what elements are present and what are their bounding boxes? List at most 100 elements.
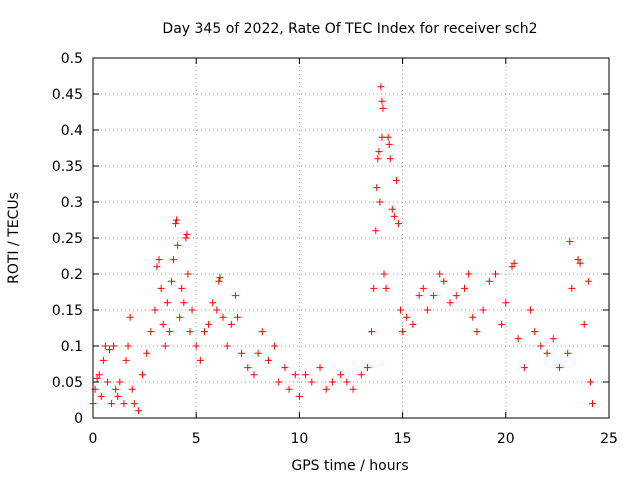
data-point [231, 292, 239, 300]
data-point [157, 284, 165, 292]
data-point [370, 284, 378, 292]
data-point [205, 320, 213, 328]
data-point [169, 256, 177, 264]
data-point [173, 216, 181, 224]
y-tick-label: 0.4 [61, 123, 83, 139]
data-point [182, 234, 190, 242]
data-point [374, 155, 382, 163]
data-point [375, 148, 383, 156]
data-point [357, 371, 365, 379]
data-point [378, 133, 386, 141]
data-point [216, 274, 224, 282]
data-point [223, 342, 231, 350]
data-point [390, 212, 398, 220]
data-point [108, 400, 116, 408]
grid-lines [93, 58, 609, 418]
data-point [120, 400, 128, 408]
data-point [392, 176, 400, 184]
data-point [275, 378, 283, 386]
data-point [498, 320, 506, 328]
data-point [588, 400, 596, 408]
data-point [192, 342, 200, 350]
data-point [103, 378, 111, 386]
data-point [291, 371, 299, 379]
y-tick-label: 0.25 [52, 231, 83, 247]
data-point [452, 292, 460, 300]
data-point [446, 299, 454, 307]
data-point [376, 198, 384, 206]
data-point [238, 349, 246, 357]
data-point [161, 342, 169, 350]
y-tick-labels: 0 0.05 0.1 0.15 0.2 0.25 0.3 0.35 0.4 0.45 0.5 [52, 51, 83, 427]
data-point [122, 356, 130, 364]
y-tick-label: 0.2 [61, 267, 83, 283]
plot-frame [92, 57, 610, 419]
data-point [469, 313, 477, 321]
data-point [566, 238, 574, 246]
data-point [112, 385, 120, 393]
data-point [186, 328, 194, 336]
data-point [388, 205, 396, 213]
data-point [114, 392, 122, 400]
data-point [385, 140, 393, 148]
x-tick-label: 25 [600, 431, 618, 447]
data-point [110, 342, 118, 350]
data-point [520, 364, 528, 372]
data-point [97, 392, 105, 400]
data-point [302, 371, 310, 379]
data-point [574, 256, 582, 264]
data-point [233, 313, 241, 321]
y-axis-label: ROTI / TECUs [6, 192, 22, 284]
data-point [126, 313, 134, 321]
y-tick-label: 0 [74, 411, 83, 427]
data-point [380, 270, 388, 278]
data-point [134, 407, 142, 415]
data-point [167, 277, 175, 285]
data-point [151, 306, 159, 314]
data-point [295, 392, 303, 400]
data-point [172, 220, 180, 228]
data-point [514, 335, 522, 343]
data-point [586, 378, 594, 386]
data-point [184, 270, 192, 278]
data-point [163, 299, 171, 307]
data-point [155, 256, 163, 264]
data-point [227, 320, 235, 328]
data-point [378, 97, 386, 105]
data-point [116, 378, 124, 386]
data-point [461, 284, 469, 292]
data-point [254, 349, 262, 357]
data-point [130, 400, 138, 408]
data-point [281, 364, 289, 372]
data-point [564, 349, 572, 357]
data-point [508, 263, 516, 271]
data-point [465, 270, 473, 278]
data-point [373, 184, 381, 192]
data-point [316, 364, 324, 372]
data-point [337, 371, 345, 379]
data-point [209, 299, 217, 307]
data-point [372, 227, 380, 235]
data-points [89, 83, 596, 415]
data-point [183, 230, 191, 238]
data-point [147, 328, 155, 336]
data-point [308, 378, 316, 386]
x-tick-label: 5 [192, 431, 201, 447]
data-point [196, 356, 204, 364]
data-point [382, 284, 390, 292]
data-point [219, 313, 227, 321]
axis-ticks [92, 57, 610, 419]
x-tick-labels: 0 5 10 15 20 25 [89, 431, 618, 447]
data-point [159, 320, 167, 328]
data-point [403, 313, 411, 321]
data-point [244, 364, 252, 372]
data-point [322, 385, 330, 393]
data-point [95, 371, 103, 379]
y-tick-label: 0.45 [52, 87, 83, 103]
data-point [368, 328, 376, 336]
data-point [543, 349, 551, 357]
data-point [264, 356, 272, 364]
data-point [555, 364, 563, 372]
data-point [397, 306, 405, 314]
